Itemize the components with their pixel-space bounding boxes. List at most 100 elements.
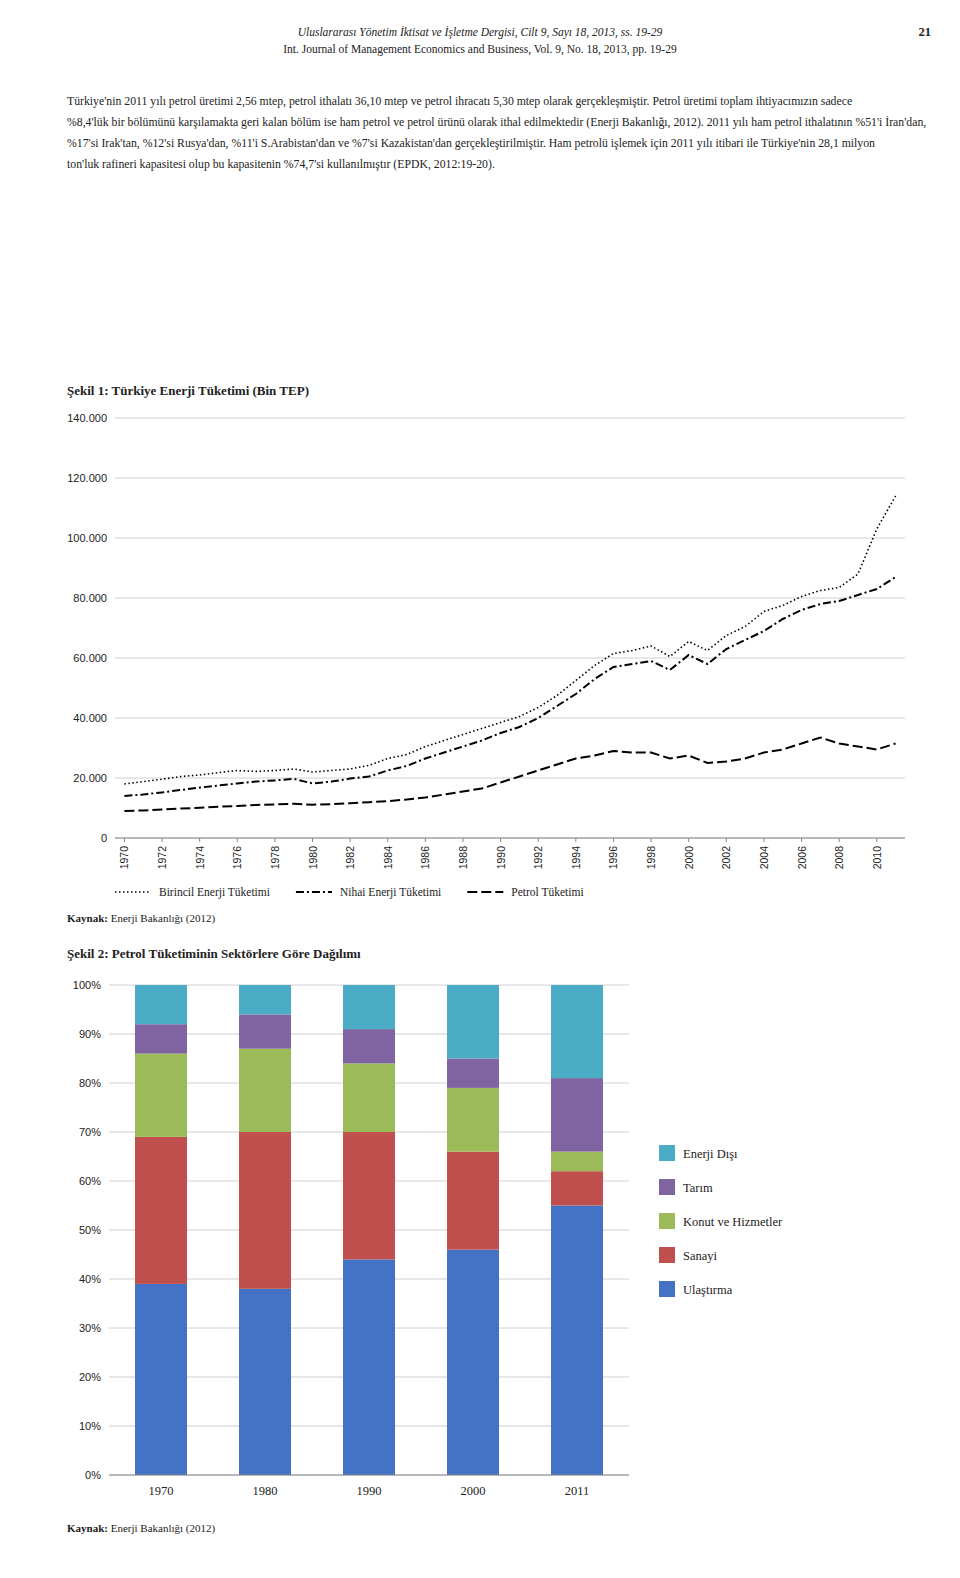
- y-tick-label: 140.000: [67, 412, 107, 424]
- bar-segment: [343, 1063, 395, 1132]
- y-tick-label: 80.000: [73, 592, 107, 604]
- x-tick: [387, 838, 388, 842]
- legend-swatch: [115, 891, 151, 893]
- bar-segment: [551, 1152, 603, 1172]
- x-tick-label: 1998: [645, 846, 657, 870]
- bar-segment: [447, 1152, 499, 1250]
- bar-segment: [135, 1024, 187, 1053]
- bar-segment: [239, 1289, 291, 1475]
- x-tick: [575, 838, 576, 842]
- grid-line: [115, 538, 905, 539]
- x-tick-label: 1974: [194, 846, 206, 870]
- legend: Enerji DışıTarımKonut ve HizmetlerSanayi…: [659, 1145, 783, 1297]
- x-tick-label: 1986: [419, 846, 431, 870]
- x-tick: [274, 838, 275, 842]
- bar-segment: [447, 1250, 499, 1475]
- grid-line: [115, 478, 905, 479]
- chart-title: Şekil 1: Türkiye Enerji Tüketimi (Bin TE…: [67, 383, 309, 398]
- x-tick: [613, 838, 614, 842]
- y-tick-label: 10%: [79, 1420, 101, 1432]
- bar-segment: [551, 1206, 603, 1476]
- y-tick-label: 40.000: [73, 712, 107, 724]
- series-line: [124, 577, 895, 796]
- page: Uluslararası Yönetim İktisat ve İşletme …: [0, 0, 960, 1578]
- y-tick-label: 20.000: [73, 772, 107, 784]
- x-tick-label: 1984: [382, 846, 394, 870]
- grid-line: [115, 778, 905, 779]
- series-line: [124, 496, 895, 784]
- x-tick-label: 1982: [344, 846, 356, 870]
- bar-segment: [447, 1088, 499, 1152]
- x-tick: [350, 838, 351, 842]
- grid-line: [115, 418, 905, 419]
- x-tick: [876, 838, 877, 842]
- x-tick-label: 1988: [457, 846, 469, 870]
- series-line: [124, 738, 895, 812]
- legend-label: Birincil Enerji Tüketimi: [159, 886, 270, 899]
- legend-swatch: [659, 1247, 675, 1263]
- bar-segment: [551, 1171, 603, 1205]
- x-tick-label: 1976: [231, 846, 243, 870]
- bar-segment: [447, 1059, 499, 1088]
- grid-line: [115, 598, 905, 599]
- paragraph-line: %8,4'lük bir bölümünü karşılamakta geri …: [67, 115, 926, 129]
- legend-label: Sanayi: [683, 1249, 718, 1263]
- line-chart: 020.00040.00060.00080.000100.000120.0001…: [67, 412, 905, 899]
- x-axis-line: [115, 838, 905, 839]
- y-tick-label: 70%: [79, 1126, 101, 1138]
- x-tick: [538, 838, 539, 842]
- x-tick-label: 1978: [269, 846, 281, 870]
- bar-segment: [343, 1259, 395, 1475]
- x-tick: [312, 838, 313, 842]
- source: Kaynak: Enerji Bakanlığı (2012): [67, 1522, 216, 1535]
- grid-line: [115, 838, 905, 839]
- y-tick-label: 80%: [79, 1077, 101, 1089]
- x-tick: [462, 838, 463, 842]
- legend-label: Tarım: [683, 1181, 713, 1195]
- y-tick-label: 40%: [79, 1273, 101, 1285]
- bar-segment: [551, 985, 603, 1078]
- x-tick-label: 1980: [307, 846, 319, 870]
- x-tick-label: 2000: [683, 846, 695, 870]
- x-tick-label: 1970: [149, 1484, 174, 1498]
- y-tick-label: 100.000: [67, 532, 107, 544]
- bar-segment: [239, 1132, 291, 1289]
- x-tick: [199, 838, 200, 842]
- legend-swatch: [296, 891, 332, 893]
- source-rest: Enerji Bakanlığı (2012): [108, 912, 216, 925]
- bar-chart: 0%10%20%30%40%50%60%70%80%90%100%1970198…: [73, 979, 783, 1498]
- x-tick: [425, 838, 426, 842]
- source-rest: Enerji Bakanlığı (2012): [108, 1522, 216, 1535]
- x-tick: [763, 838, 764, 842]
- y-tick-label: 60%: [79, 1175, 101, 1187]
- bar-segment: [343, 1029, 395, 1063]
- legend-swatch: [659, 1213, 675, 1229]
- x-tick-label: 2000: [461, 1484, 486, 1498]
- legend: Birincil Enerji TüketimiNihai Enerji Tük…: [115, 886, 584, 899]
- grid-line: [109, 1475, 629, 1476]
- x-tick: [237, 838, 238, 842]
- x-tick-label: 2011: [565, 1484, 590, 1498]
- chart-title: Şekil 2: Petrol Tüketiminin Sektörlere G…: [67, 946, 361, 961]
- paragraph-line: %17'si Irak'tan, %12'si Rusya'dan, %11'i…: [67, 137, 875, 150]
- y-tick-label: 0: [101, 832, 107, 844]
- bar-segment: [135, 985, 187, 1024]
- x-tick-label: 1996: [607, 846, 619, 870]
- x-tick-label: 1970: [118, 846, 130, 870]
- grid-line: [115, 718, 905, 719]
- bar-segment: [135, 1054, 187, 1137]
- y-tick-label: 20%: [79, 1371, 101, 1383]
- x-tick: [124, 838, 125, 842]
- x-tick: [801, 838, 802, 842]
- bar-segment: [447, 985, 499, 1059]
- x-tick-label: 2006: [796, 846, 808, 870]
- x-tick-label: 2008: [833, 846, 845, 870]
- bar-series: [135, 985, 603, 1475]
- bar-segment: [551, 1078, 603, 1152]
- x-tick-label: 2010: [871, 846, 883, 870]
- legend-swatch: [659, 1281, 675, 1297]
- x-tick-label: 2004: [758, 846, 770, 870]
- x-tick-label: 1992: [532, 846, 544, 870]
- x-tick: [651, 838, 652, 842]
- x-tick-label: 1980: [253, 1484, 278, 1498]
